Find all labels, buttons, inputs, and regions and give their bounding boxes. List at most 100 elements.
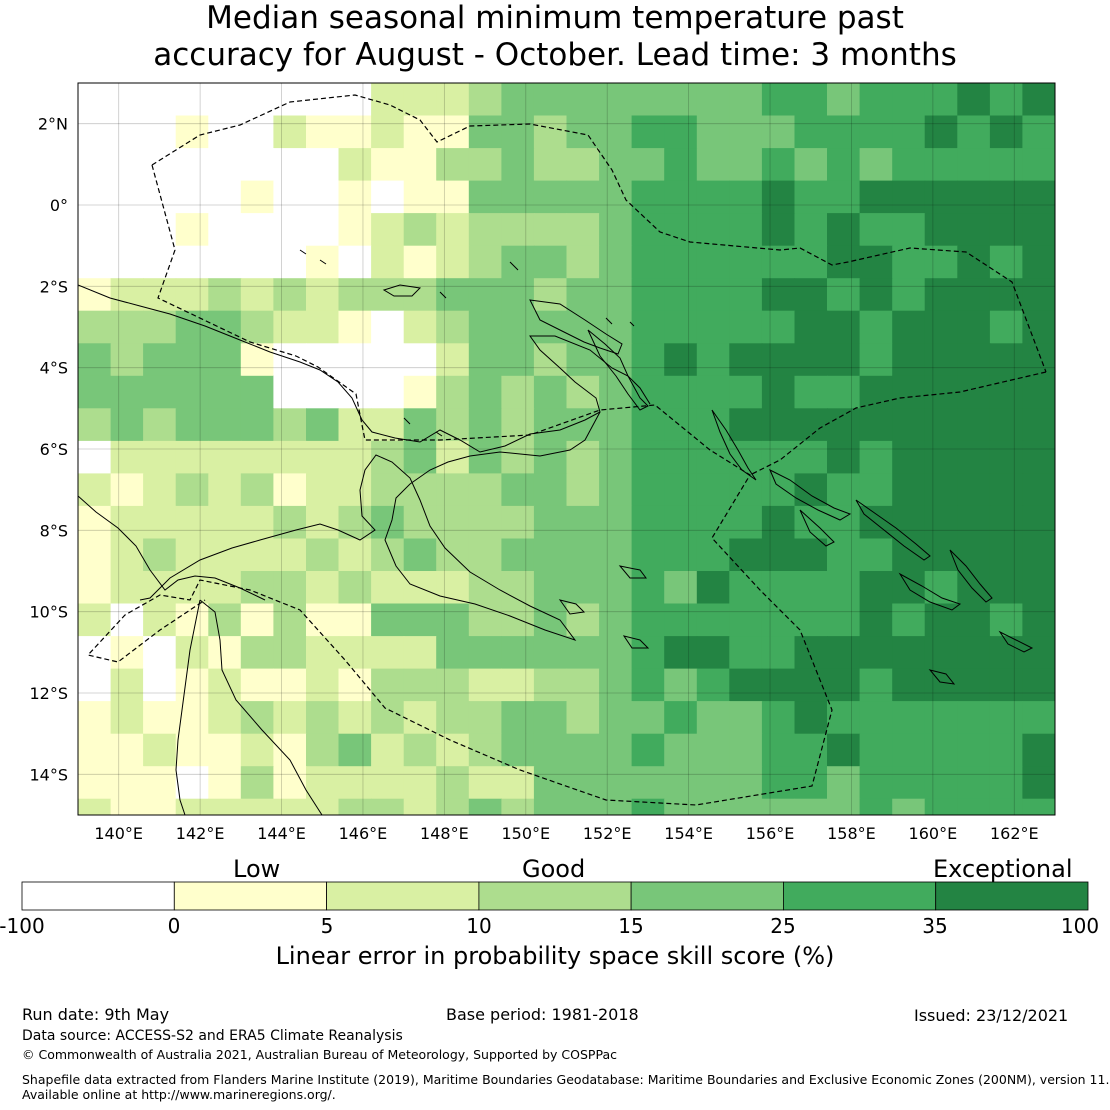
skill-cell [1055,441,1088,474]
skill-cell [501,375,535,409]
skill-cell [794,733,828,767]
skill-cell [338,83,372,117]
skill-cell [371,343,405,377]
coastline-new-guinea-south [139,411,601,641]
skill-cell [599,440,633,474]
skill-cell [436,603,470,637]
skill-cell [957,766,991,800]
skill-cell [371,798,405,815]
skill-cell [240,701,274,735]
skill-cell [240,375,274,409]
skill-cell [827,603,861,637]
skill-cell [436,213,470,247]
skill-cell [338,505,372,539]
skill-cell [306,83,340,117]
skill-cell [794,505,828,539]
skill-cell [306,733,340,767]
skill-cell [78,571,112,605]
skill-cell [1022,538,1055,572]
skill-cell [761,375,796,409]
skill-cell [175,473,209,507]
skill-cell [924,701,958,735]
skill-cell [729,733,763,767]
skill-cell [436,278,470,312]
skill-cell [306,538,340,572]
skill-cell [403,798,437,815]
skill-cell [827,278,861,312]
colorbar [21,881,1089,911]
skill-cell [631,733,665,767]
skill-cell [208,180,242,214]
skill-cell [631,798,665,815]
skill-cell [1055,148,1088,181]
skill-cell [957,148,991,182]
skill-cell [664,375,698,409]
skill-cell [566,440,600,474]
lon-tick-label: 160°E [909,824,958,843]
skill-cell [306,310,340,344]
skill-cell [729,636,763,670]
skill-cell [664,766,698,800]
lat-tick-label: 2°N [38,115,68,134]
skill-cell [338,278,372,312]
skill-cell [892,343,926,377]
skill-cell [143,310,177,344]
eez-boundary-png [86,94,1047,806]
skill-cell [273,733,307,767]
skill-cell [306,636,340,670]
skill-cell [208,505,242,539]
skill-cell [794,278,828,312]
skill-cell [1022,115,1055,149]
skill-cell [436,115,470,149]
footer-copyright: © Commonwealth of Australia 2021, Austra… [22,1047,617,1062]
skill-cell [1022,668,1055,702]
skill-cell [240,636,274,670]
skill-cell [859,278,893,312]
skill-cell [273,115,307,149]
skill-cell [403,180,437,214]
skill-cell [761,603,796,637]
skill-cell [306,701,340,735]
skill-cell [631,603,665,637]
skill-cell [1055,766,1088,799]
colorbar-bound-3: 10 [466,914,492,938]
skill-cell [240,538,274,572]
skill-cell [761,733,796,767]
skill-cell [468,408,502,442]
skill-cell [859,115,893,149]
coastline-new-ireland [587,329,649,411]
skill-cell [827,766,861,800]
skill-cell [924,278,958,312]
skill-cell [533,180,568,214]
lat-tick-label: 14°S [29,765,68,784]
skill-cell [306,473,340,507]
skill-cell [371,538,405,572]
skill-cell [501,473,535,507]
skill-cell [1022,766,1055,800]
skill-cell [794,408,828,442]
skill-cell [110,213,144,247]
skill-cell [664,440,698,474]
colorbar-label: Linear error in probability space skill … [275,942,835,970]
skill-cell [924,408,958,442]
skill-cell [892,636,926,670]
skill-cell [1055,376,1088,409]
skill-cell [1022,180,1055,214]
skill-cell [371,148,405,182]
skill-cell [208,343,242,377]
skill-cell [208,766,242,800]
colorbar-swatch [326,881,480,911]
lat-tick-label: 0° [50,196,68,215]
skill-cell [371,375,405,409]
skill-cell [664,473,698,507]
skill-cell [403,148,437,182]
skill-cell [631,701,665,735]
skill-cell [1022,310,1055,344]
skill-cell [533,473,568,507]
skill-cell [78,180,112,214]
skill-cell [794,245,828,279]
skill-cell [143,473,177,507]
skill-cell [78,310,112,344]
skill-cell [794,148,828,182]
skill-cell [924,733,958,767]
